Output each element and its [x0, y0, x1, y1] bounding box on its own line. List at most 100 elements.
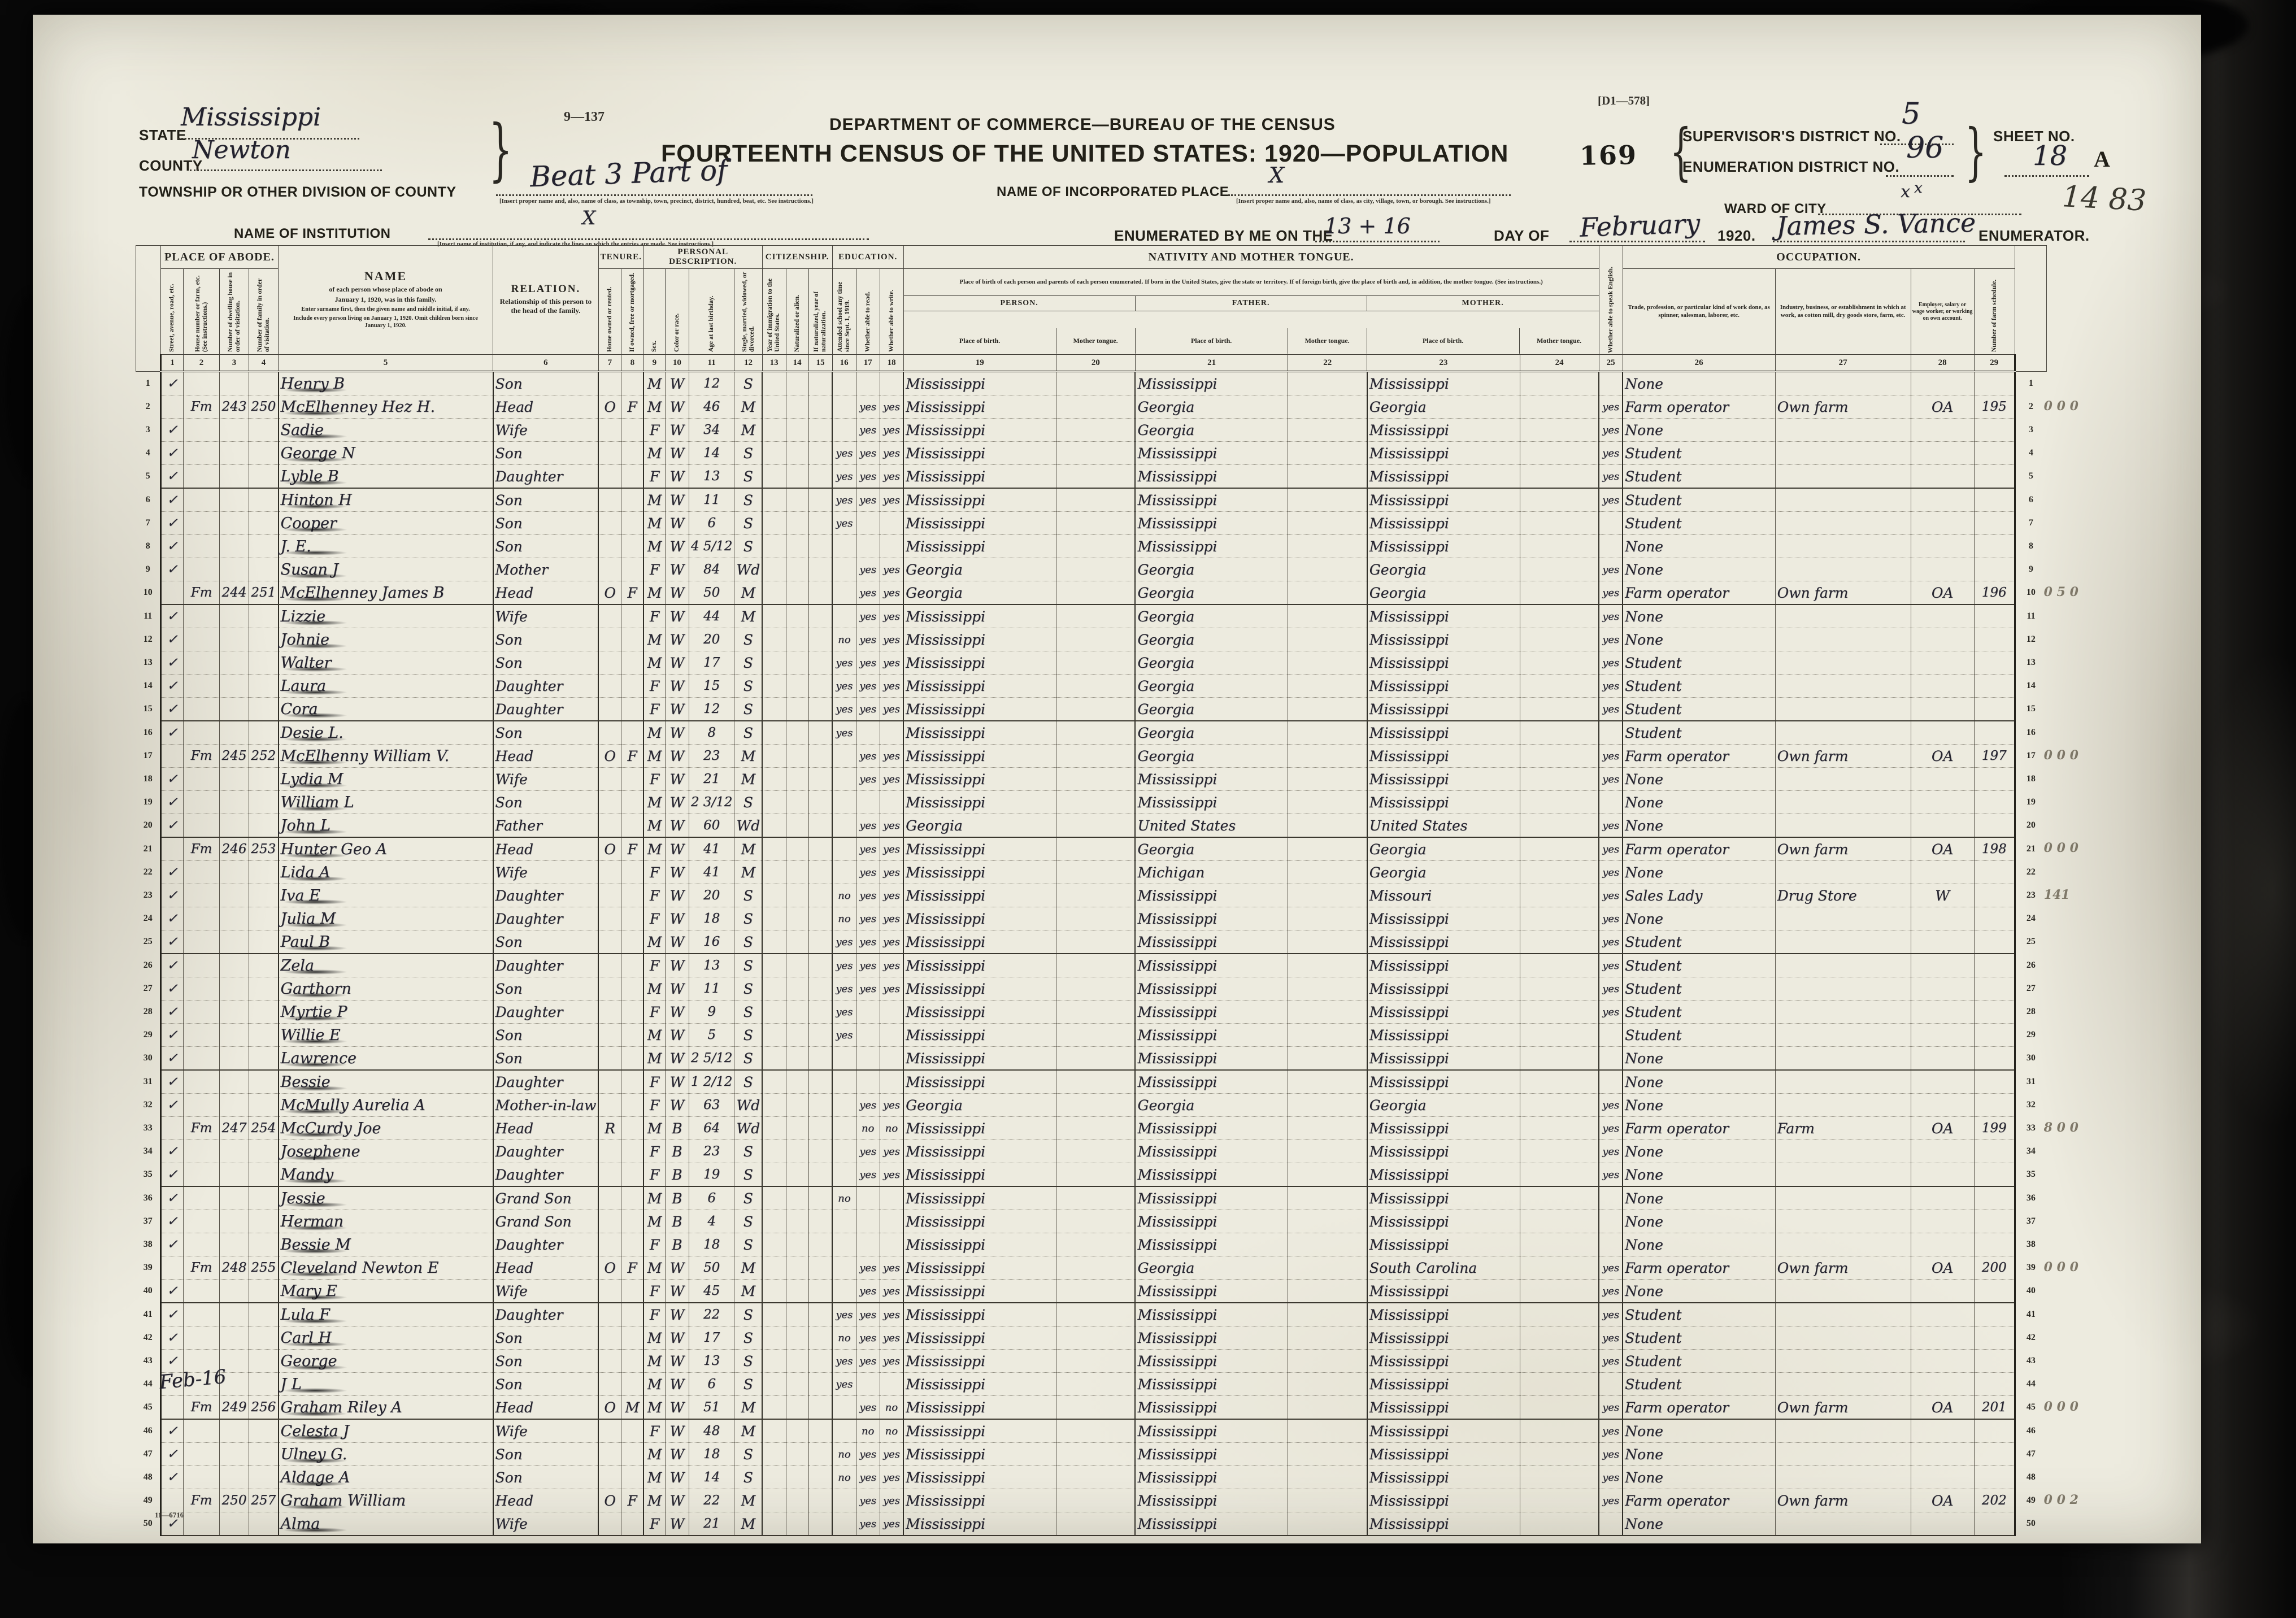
cell-pob-father: Georgia [1134, 697, 1289, 721]
margin-pencil-note: 0 0 2 [2043, 1492, 2078, 1507]
line-number-right: 33 8 0 0 [2026, 1120, 2078, 1135]
cell-sex: M [643, 628, 666, 651]
cell-pob-father: Mississippi [1134, 1139, 1289, 1163]
cell-immigration-year [762, 1349, 786, 1373]
cell-age: 6 [688, 1186, 735, 1210]
cell-naturalized [785, 558, 809, 581]
cell-age: 20 [688, 628, 735, 651]
cell-read: yes [855, 1442, 880, 1466]
cell-relation: Daughter [493, 674, 599, 698]
person-pob-label: Place of birth. [904, 328, 1056, 354]
cell-industry [1775, 1000, 1911, 1024]
state-label: STATE [139, 127, 186, 143]
cell-pob-father: Mississippi [1134, 1419, 1289, 1443]
cell-school: yes [832, 674, 856, 698]
cell-pob-father: United States [1134, 814, 1289, 838]
cell-occupation: None [1622, 1139, 1776, 1163]
cell-industry [1775, 930, 1911, 954]
cell-tongue-person [1055, 744, 1136, 768]
census-row: 38 ✓ Bessie M Daughter F B 18 S Mississippi Missi… [136, 1233, 2047, 1256]
cell-english: yes [1598, 674, 1624, 698]
cell-mortgage [620, 1139, 645, 1163]
cell-pob-mother: Mississippi [1367, 628, 1520, 651]
cell-street-check: ✓ [160, 697, 184, 721]
cell-family-number [249, 534, 279, 558]
cell-name: Herman [278, 1210, 494, 1233]
cell-sex: M [643, 488, 666, 512]
cell-dwelling-number [219, 1303, 249, 1326]
cell-write [879, 1000, 905, 1024]
cell-tongue-person [1055, 1489, 1136, 1512]
cell-family-number [249, 1070, 279, 1094]
cell-name: Cooper [278, 511, 494, 535]
cell-employer [1910, 1023, 1975, 1047]
cell-naturalization-year [808, 1233, 833, 1256]
cell-marital: S [734, 1233, 763, 1256]
column-number: 4 [249, 354, 279, 372]
cell-marital: S [734, 1163, 763, 1187]
cell-house-farm [183, 1465, 220, 1489]
cell-immigration-year [762, 744, 786, 768]
cell-write: no [879, 1395, 905, 1420]
cell-pob-father: Mississippi [1134, 1163, 1289, 1187]
cell-immigration-year [762, 1279, 786, 1303]
cell-immigration-year [762, 1186, 786, 1210]
cell-school [832, 1116, 856, 1140]
cell-street-check: ✓ [160, 674, 184, 698]
cell-farm-schedule [1973, 1023, 2016, 1047]
cell-immigration-year [762, 860, 786, 884]
cell-immigration-year [762, 371, 786, 395]
cell-tongue-mother [1519, 1279, 1600, 1303]
cell-mortgage [620, 371, 645, 395]
cell-sex: M [643, 395, 666, 419]
cell-write: yes [879, 977, 905, 1001]
cell-tongue-mother [1519, 651, 1600, 675]
cell-english [1598, 1023, 1624, 1047]
cell-mortgage [620, 1210, 645, 1233]
cell-industry: Own farm [1775, 1395, 1911, 1420]
line-number-left: 48 [143, 1472, 153, 1482]
cell-tongue-mother [1519, 907, 1600, 930]
cell-tongue-mother [1519, 558, 1600, 581]
cell-school: yes [832, 651, 856, 675]
cell-family-number [249, 1046, 279, 1071]
cell-pob-father: Mississippi [1134, 767, 1289, 791]
line-number-right: 22 [2026, 867, 2036, 877]
group-tenure: TENURE. [598, 245, 644, 269]
cell-pob-father: Mississippi [1134, 511, 1289, 535]
cell-occupation: Student [1622, 651, 1776, 675]
cell-tongue-father [1288, 1000, 1368, 1024]
cell-home-owned [598, 884, 621, 907]
cell-read [855, 1000, 880, 1024]
line-number-right: 15 [2026, 704, 2036, 714]
cell-house-farm [183, 464, 220, 489]
cell-tongue-father [1288, 1442, 1368, 1466]
cell-street-check: ✓ [160, 1186, 184, 1210]
cell-street-check: ✓ [160, 1465, 184, 1489]
cell-age: 12 [688, 371, 735, 395]
cell-pob-mother: Mississippi [1367, 1512, 1520, 1536]
cell-mortgage [620, 1116, 645, 1140]
cell-sex: M [643, 534, 666, 558]
cell-home-owned: O [598, 1256, 621, 1280]
cell-write: yes [879, 1326, 905, 1350]
institution-value: X [582, 207, 596, 229]
cell-marital: S [734, 371, 763, 395]
cell-naturalized [785, 1279, 809, 1303]
cell-marital: S [734, 488, 763, 512]
cell-marital: Wd [734, 814, 763, 838]
cell-marital: M [734, 860, 763, 884]
cell-relation: Head [493, 1489, 599, 1512]
line-number-right: 47 [2026, 1449, 2036, 1459]
cell-age: 2 5/12 [688, 1046, 735, 1071]
cell-house-farm [183, 1023, 220, 1047]
cell-home-owned [598, 1372, 621, 1396]
cell-tongue-mother [1519, 1395, 1600, 1420]
cell-mortgage [620, 558, 645, 581]
cell-farm-schedule [1973, 907, 2016, 930]
cell-tongue-person [1055, 418, 1136, 442]
ward-label: WARD OF CITY [1724, 201, 1827, 216]
column-number: 8 [620, 354, 644, 372]
cell-tongue-person [1055, 628, 1136, 651]
